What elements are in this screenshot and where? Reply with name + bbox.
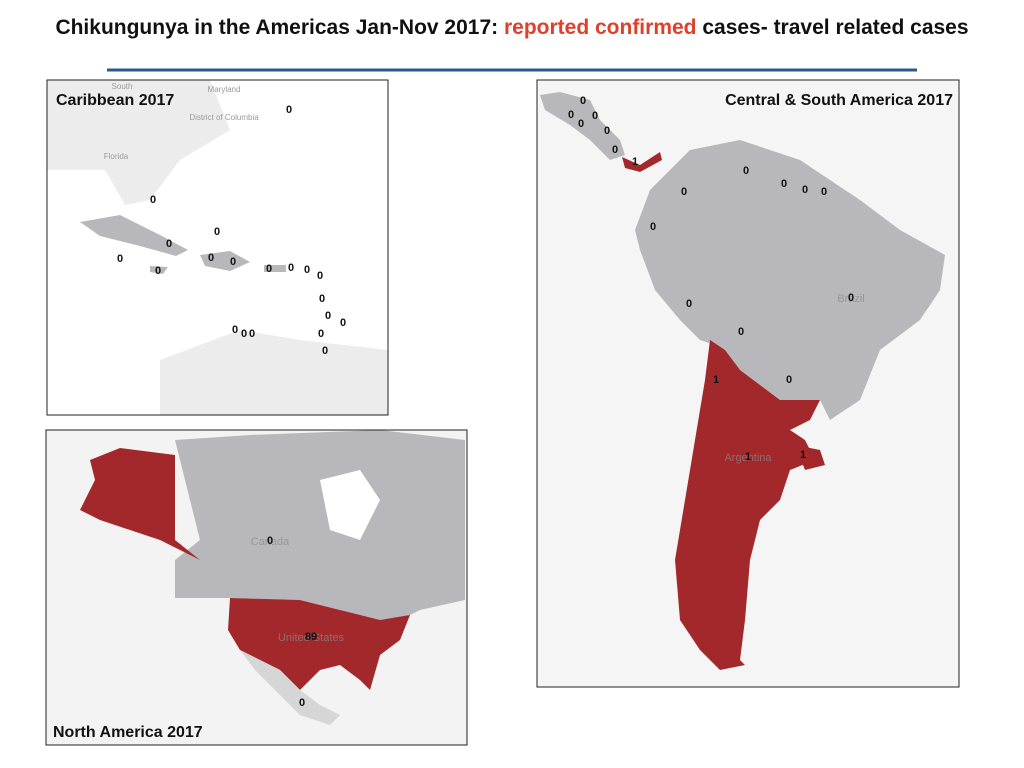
case-count: 0 — [568, 109, 574, 121]
place-label: South — [112, 82, 133, 91]
panel-title: Central & South America 2017 — [725, 92, 953, 109]
place-label: Maryland — [208, 85, 241, 94]
north-america-map — [45, 429, 468, 746]
case-count: 0 — [578, 118, 584, 130]
case-count: 0 — [848, 292, 854, 304]
place-label: United States — [278, 632, 345, 644]
case-count: 0 — [686, 298, 692, 310]
case-count: 0 — [267, 535, 273, 547]
case-count: 0 — [604, 125, 610, 137]
title-prefix: Chikungunya in the Americas Jan-Nov 2017… — [55, 16, 499, 39]
case-count: 0 — [681, 186, 687, 198]
case-count: 0 — [580, 95, 586, 107]
caribbean-map — [46, 79, 389, 416]
case-count: 0 — [592, 110, 598, 122]
case-count: 0 — [214, 226, 220, 238]
place-label: Florida — [104, 152, 129, 161]
case-count: 0 — [155, 265, 161, 277]
case-count: 0 — [117, 253, 123, 265]
case-count: 0 — [318, 328, 324, 340]
panel-title: North America 2017 — [53, 724, 203, 741]
case-count: 0 — [230, 256, 236, 268]
south-america-map — [536, 79, 960, 688]
case-count: 0 — [317, 270, 323, 282]
case-count: 0 — [821, 186, 827, 198]
case-count: 0 — [241, 328, 247, 340]
case-count: 0 — [232, 324, 238, 336]
place-label: District of Columbia — [189, 113, 259, 122]
case-count: 0 — [743, 165, 749, 177]
case-count: 0 — [325, 310, 331, 322]
case-count: 0 — [738, 326, 744, 338]
case-count: 0 — [299, 697, 305, 709]
place-label: Argentina — [724, 452, 772, 464]
case-count: 0 — [208, 252, 214, 264]
case-count: 0 — [166, 238, 172, 250]
case-count: 0 — [286, 104, 292, 116]
case-count: 0 — [322, 345, 328, 357]
title: Chikungunya in the Americas Jan-Nov 2017… — [0, 14, 1024, 42]
case-count: 0 — [150, 194, 156, 206]
case-count: 0 — [249, 328, 255, 340]
case-count: 0 — [781, 178, 787, 190]
place-label: Brazil — [837, 293, 865, 305]
title-highlight: reported confirmed — [503, 16, 697, 39]
panel-title: Caribbean 2017 — [56, 92, 174, 109]
case-count: 0 — [319, 293, 325, 305]
case-count: 0 — [612, 144, 618, 156]
place-label: Canada — [251, 536, 290, 548]
case-count: 1 — [632, 156, 638, 168]
case-count: 0 — [802, 184, 808, 196]
case-count: 0 — [650, 221, 656, 233]
case-count: 1 — [800, 449, 806, 461]
case-count: 0 — [288, 262, 294, 274]
case-count: 89 — [305, 631, 317, 643]
case-count: 0 — [340, 317, 346, 329]
case-count: 0 — [786, 374, 792, 386]
case-count: 1 — [745, 451, 751, 463]
case-count: 0 — [266, 263, 272, 275]
case-count: 0 — [304, 264, 310, 276]
title-suffix: cases- travel related cases — [702, 16, 969, 39]
case-count: 1 — [713, 374, 719, 386]
